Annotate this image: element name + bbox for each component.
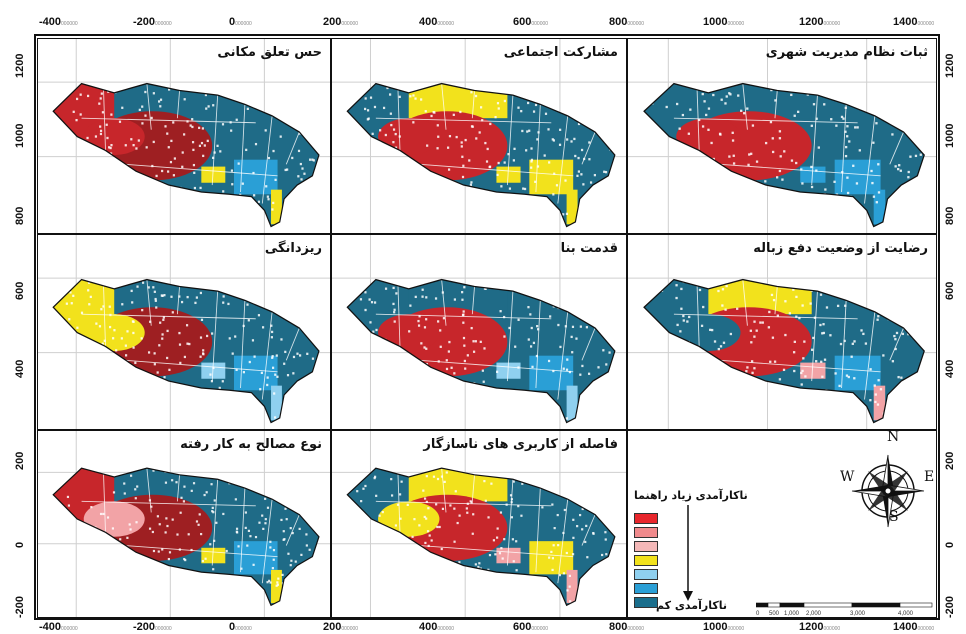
- map-panel-urban-management: ثبات نظام مدیریت شهری: [627, 38, 937, 234]
- axis-tick-label: 800000000: [609, 621, 645, 633]
- axis-tick-label: 1000: [944, 123, 956, 148]
- axis-tick-label: 600: [14, 281, 26, 300]
- legend-swatch: [634, 555, 658, 566]
- panel-title: رضایت از وضعیت دفع زباله: [753, 241, 928, 256]
- compass-south-label: S: [889, 509, 899, 525]
- scale-label: 500: [769, 611, 780, 617]
- axis-tick-label: 1200000000: [799, 621, 841, 633]
- legend-swatch: [634, 569, 658, 580]
- axis-tick-label: 200000000: [323, 16, 359, 28]
- district-map: [38, 235, 330, 429]
- scale-label: 3,000: [850, 611, 866, 617]
- district-map: [332, 235, 626, 429]
- axis-tick-label: -400000000: [39, 621, 78, 633]
- axis-tick-label: 1000000000: [703, 621, 745, 633]
- axis-tick-label: 200000000: [323, 621, 359, 633]
- scale-bar: [756, 602, 933, 608]
- district-map: [38, 431, 330, 617]
- legend-swatch: [634, 527, 658, 538]
- axis-tick-label: -200000000: [133, 621, 172, 633]
- axis-tick-label: 200: [944, 451, 956, 470]
- compass-north-label: N: [887, 430, 900, 445]
- axis-tick-label: 0: [944, 541, 956, 548]
- legend-swatch: [634, 513, 658, 524]
- axis-tick-label: 400000000: [419, 16, 455, 28]
- scale-label: 2,000: [806, 611, 822, 617]
- district-map: [628, 235, 936, 429]
- axis-tick-label: 0: [14, 541, 26, 548]
- compass-west-label: W: [840, 469, 855, 485]
- panel-title: ثبات نظام مدیریت شهری: [765, 45, 928, 60]
- district-map: [332, 431, 626, 617]
- axis-tick-label: 600: [944, 281, 956, 300]
- axis-tick-label: -200: [944, 595, 956, 618]
- map-panel-fine-grain: ریزدانگی: [37, 234, 331, 430]
- axis-tick-label: 600000000: [513, 621, 549, 633]
- district-map: [38, 39, 330, 233]
- axis-tick-label: -200000000: [133, 16, 172, 28]
- axis-tick-label: 1400000000: [893, 16, 935, 28]
- map-frame: [34, 34, 940, 620]
- axis-tick-label: 800: [944, 206, 956, 225]
- map-panel-social-participation: مشارکت اجتماعی: [331, 38, 627, 234]
- compass-east-label: E: [924, 469, 935, 485]
- axis-tick-label: 0000000: [229, 621, 252, 633]
- axis-tick-label: -200: [14, 595, 26, 618]
- axis-tick-label: 1000000000: [703, 16, 745, 28]
- axis-tick-label: 0000000: [229, 16, 252, 28]
- legend-arrow-icon: [683, 505, 693, 601]
- legend-swatch: [634, 541, 658, 552]
- legend-swatch: [634, 583, 658, 594]
- axis-tick-label: 400000000: [419, 621, 455, 633]
- scale-label: 4,000: [898, 611, 914, 617]
- axis-tick-label: 400: [14, 359, 26, 378]
- scale-label: 0: [756, 611, 760, 617]
- map-panel-incompatible-uses: فاصله از کاربری های ناسازگار: [331, 430, 627, 618]
- legend-low-label: ناکارآمدی کم: [656, 599, 727, 612]
- axis-tick-label: 1200000000: [799, 16, 841, 28]
- legend-panel: N S E W ناکارآمدی زیاد راهنما ناکارآمدی …: [627, 430, 937, 618]
- map-panel-building-age: قدمت بنا: [331, 234, 627, 430]
- panel-title: حس تعلق مکانی: [217, 45, 322, 60]
- compass-rose-icon: [851, 454, 925, 528]
- panel-title: قدمت بنا: [560, 241, 618, 256]
- axis-tick-label: 600000000: [513, 16, 549, 28]
- map-panel-place-attachment: حس تعلق مکانی: [37, 38, 331, 234]
- district-map: [628, 39, 936, 233]
- panel-title: مشارکت اجتماعی: [503, 45, 618, 60]
- axis-tick-label: 1000: [14, 123, 26, 148]
- map-panel-waste-satisfaction: رضایت از وضعیت دفع زباله: [627, 234, 937, 430]
- axis-tick-label: 400: [944, 359, 956, 378]
- axis-tick-label: 800: [14, 206, 26, 225]
- axis-tick-label: -400000000: [39, 16, 78, 28]
- panel-title: نوع مصالح به کار رفته: [180, 437, 322, 452]
- scale-label: 1,000: [784, 611, 800, 617]
- axis-tick-label: 800000000: [609, 16, 645, 28]
- axis-tick-label: 1400000000: [893, 621, 935, 633]
- legend-swatch: [634, 597, 658, 608]
- panel-title: ریزدانگی: [264, 241, 322, 256]
- axis-tick-label: 200: [14, 451, 26, 470]
- axis-tick-label: 1200: [14, 53, 26, 78]
- map-panel-materials: نوع مصالح به کار رفته: [37, 430, 331, 618]
- district-map: [332, 39, 626, 233]
- axis-tick-label: 1200: [944, 53, 956, 78]
- legend-title: ناکارآمدی زیاد راهنما: [634, 489, 748, 502]
- panel-title: فاصله از کاربری های ناسازگار: [423, 437, 618, 452]
